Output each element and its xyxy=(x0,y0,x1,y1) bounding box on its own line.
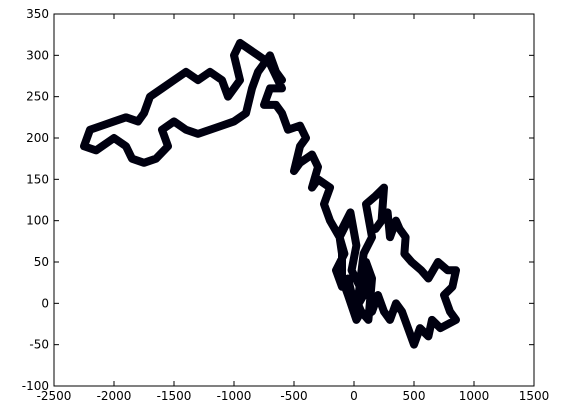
x-tick-label: -1500 xyxy=(157,389,192,403)
y-tick-label: -50 xyxy=(29,338,49,352)
x-tick-label: 0 xyxy=(350,389,358,403)
walk-line xyxy=(80,38,460,349)
y-tick-label: 0 xyxy=(41,296,49,310)
y-tick-label: 250 xyxy=(26,90,49,104)
y-tick-label: 200 xyxy=(26,131,49,145)
y-tick-label: 350 xyxy=(26,7,49,21)
x-tick-label: -500 xyxy=(280,389,307,403)
plot-frame xyxy=(53,13,535,387)
y-tick-label: 50 xyxy=(34,255,49,269)
y-tick-label: 150 xyxy=(26,172,49,186)
x-tick-label: 1500 xyxy=(519,389,550,403)
x-tick-label: -2500 xyxy=(37,389,72,403)
y-tick-label: -100 xyxy=(22,379,49,393)
y-tick-label: 100 xyxy=(26,214,49,228)
x-tick-label: -2000 xyxy=(97,389,132,403)
x-tick-label: -1000 xyxy=(217,389,252,403)
x-tick-label: 1000 xyxy=(459,389,490,403)
y-tick-label: 300 xyxy=(26,48,49,62)
x-tick-label: 500 xyxy=(403,389,426,403)
